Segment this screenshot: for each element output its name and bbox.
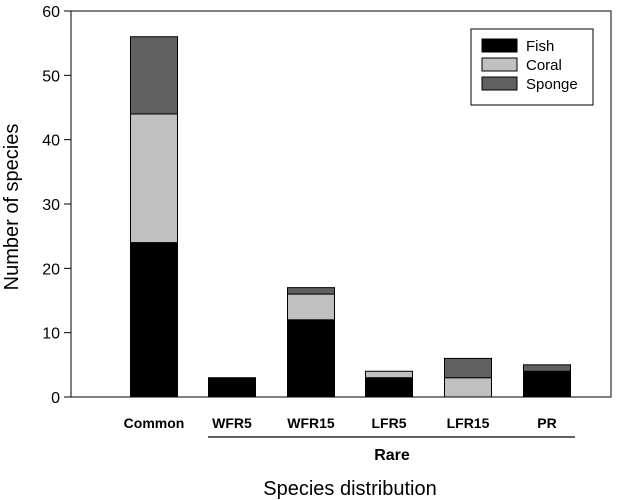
legend: Fish Coral Sponge	[470, 28, 594, 106]
bar-segment-coral-lfr5	[365, 370, 413, 379]
x-tick-label-lfr5: LFR5	[372, 415, 407, 431]
y-tick-label: 10	[42, 326, 60, 343]
bar-segment-sponge-pr	[523, 364, 571, 372]
x-tick-label-pr: PR	[537, 415, 556, 431]
bar-segment-sponge-common	[130, 36, 178, 115]
legend-label-fish: Fish	[526, 38, 554, 55]
x-tick-label-common: Common	[124, 415, 185, 431]
bar-segment-fish-wfr15	[287, 319, 335, 398]
y-tick-label: 20	[42, 261, 60, 278]
legend-label-sponge: Sponge	[526, 76, 578, 93]
bar-segment-coral-common	[130, 113, 178, 244]
y-tick-label: 60	[42, 4, 60, 21]
bars-layer	[130, 36, 571, 398]
legend-swatch-fish	[481, 38, 518, 53]
bar-segment-fish-common	[130, 242, 178, 398]
y-tick-label: 50	[42, 68, 60, 85]
bar-segment-sponge-lfr15	[444, 357, 492, 379]
legend-swatch-sponge	[481, 76, 518, 91]
x-tick-label-wfr5: WFR5	[212, 415, 252, 431]
rare-group-label: Rare	[374, 447, 410, 464]
x-axis: Common WFR5 WFR15 LFR5 LFR15 PR	[124, 415, 557, 431]
y-tick-label: 40	[42, 133, 60, 150]
bar-segment-fish-pr	[523, 370, 571, 398]
bar-segment-coral-lfr15	[444, 377, 492, 398]
bar-segment-fish-wfr5	[208, 377, 256, 398]
x-axis-title: Species distribution	[263, 478, 436, 500]
y-tick-label: 0	[51, 390, 60, 407]
x-tick-label-wfr15: WFR15	[287, 415, 335, 431]
legend-label-coral: Coral	[526, 57, 562, 74]
bar-segment-fish-lfr5	[365, 377, 413, 398]
x-tick-label-lfr15: LFR15	[447, 415, 490, 431]
bar-segment-sponge-wfr15	[287, 287, 335, 295]
bar-segment-coral-wfr15	[287, 293, 335, 321]
legend-swatch-coral	[481, 57, 518, 72]
y-axis: 0 10 20 30 40 50 60	[42, 4, 71, 407]
y-tick-label: 30	[42, 197, 60, 214]
y-axis-title: Number of species	[1, 124, 23, 291]
